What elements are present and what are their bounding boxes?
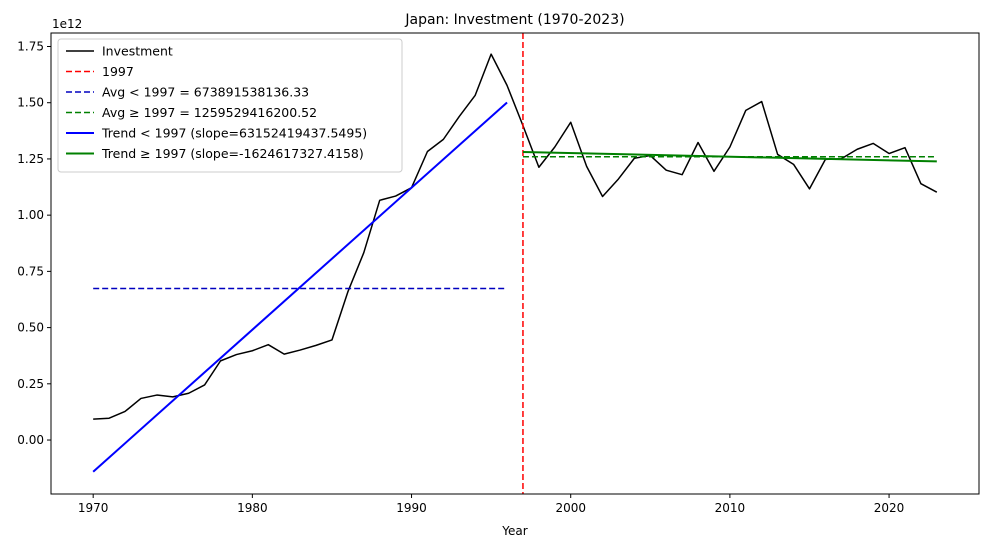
legend-label: Investment bbox=[102, 44, 173, 59]
y-tick-label: 1.75 bbox=[17, 39, 44, 53]
x-tick-label: 2020 bbox=[874, 501, 905, 515]
legend-label: Avg ≥ 1997 = 1259529416200.52 bbox=[102, 105, 317, 120]
legend-label: Trend ≥ 1997 (slope=-1624617327.4158) bbox=[101, 146, 364, 161]
y-tick-label: 1.00 bbox=[17, 208, 44, 222]
x-tick-label: 1980 bbox=[237, 501, 268, 515]
y-tick-label: 1.50 bbox=[17, 96, 44, 110]
chart-title: Japan: Investment (1970-2023) bbox=[404, 12, 624, 28]
legend-label: 1997 bbox=[102, 64, 134, 79]
x-axis-label: Year bbox=[501, 524, 527, 538]
x-tick-label: 2010 bbox=[715, 501, 746, 515]
x-axis-ticks: 1970 1980 1990 2000 2010 2020 bbox=[78, 494, 904, 515]
x-tick-label: 1970 bbox=[78, 501, 109, 515]
legend-label: Trend < 1997 (slope=63152419437.5495) bbox=[101, 126, 367, 141]
legend: Investment 1997 Avg < 1997 = 673891538136.… bbox=[57, 38, 403, 173]
series-line-5 bbox=[522, 150, 937, 163]
legend-label: Avg < 1997 = 673891538136.33 bbox=[102, 85, 309, 100]
y-tick-label: 0.50 bbox=[17, 321, 44, 335]
series-line-4 bbox=[92, 101, 508, 473]
y-tick-label: 0.75 bbox=[17, 264, 44, 278]
y-axis-ticks: 0.00 0.25 0.50 0.75 1.00 1.25 1.50 1.75 bbox=[17, 39, 51, 447]
y-tick-label: 0.00 bbox=[17, 433, 44, 447]
y-tick-label: 0.25 bbox=[17, 377, 44, 391]
axes-frame bbox=[50, 32, 980, 495]
legend-frame bbox=[57, 38, 403, 173]
x-tick-label: 2000 bbox=[555, 501, 586, 515]
y-scale-label: 1e12 bbox=[52, 17, 82, 31]
y-tick-label: 1.25 bbox=[17, 152, 44, 166]
series-line-0 bbox=[93, 53, 938, 420]
x-tick-label: 1990 bbox=[396, 501, 427, 515]
plot-lines bbox=[92, 33, 938, 494]
